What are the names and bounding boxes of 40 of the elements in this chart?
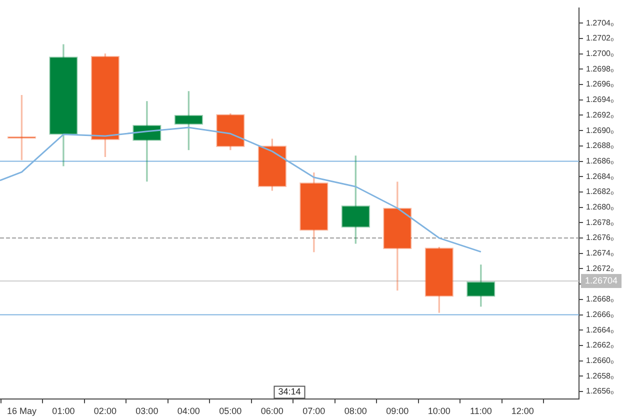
y-tick-label: 1.2682₀ [586,187,614,196]
y-tick-label: 1.2688₀ [586,141,614,150]
y-tick-label: 1.2672₀ [586,264,614,273]
y-tick-label: 1.2698₀ [586,64,614,74]
ref-line-label: 1.26704 [585,275,618,286]
x-tick-label: 11:00 [470,406,492,416]
x-tick-label: 16 May [6,406,37,416]
y-tick-label: 1.2700₀ [586,49,614,58]
y-tick-label: 1.2678₀ [586,218,614,227]
y-tick-label: 1.2676₀ [586,233,614,242]
x-tick-label: 04:00 [177,406,200,416]
x-tick-label: 08:00 [344,406,367,416]
y-tick-label: 1.2658₀ [586,371,614,380]
y-tick-label: 1.2704₀ [586,18,614,28]
y-tick-label: 1.2660₀ [586,356,614,366]
x-tick-label: 07:00 [302,406,326,416]
y-tick-label: 1.2656₀ [586,386,614,396]
annotation: 34:14 [278,386,301,397]
x-tick-label: 02:00 [94,406,116,416]
y-tick-label: 1.2666₀ [586,310,614,319]
x-tick-label: 05:00 [219,406,242,416]
y-tick-label: 1.2674₀ [586,248,614,258]
x-tick-label: 09:00 [386,406,409,416]
y-tick-label: 1.2680₀ [586,202,614,212]
x-tick-label: 01:00 [52,406,75,416]
y-tick-label: 1.2668₀ [586,294,614,304]
y-tick-label: 1.2686₀ [586,156,614,166]
y-tick-label: 1.2662₀ [586,340,614,350]
y-tick-label: 1.2690₀ [586,126,614,135]
y-tick-label: 1.2696₀ [586,80,614,89]
x-tick-label: 03:00 [136,406,158,416]
y-tick-label: 1.2692₀ [586,110,614,120]
candlestick [132,101,162,182]
x-tick-label: 06:00 [260,406,284,416]
y-tick-label: 1.2684₀ [586,172,614,181]
y-tick-label: 1.2694₀ [586,95,614,104]
y-tick-label: 1.2702₀ [586,34,614,43]
x-tick-label: 10:00 [428,406,450,416]
x-tick-label: 12:00 [511,406,534,416]
y-tick-label: 1.2664₀ [586,325,614,334]
